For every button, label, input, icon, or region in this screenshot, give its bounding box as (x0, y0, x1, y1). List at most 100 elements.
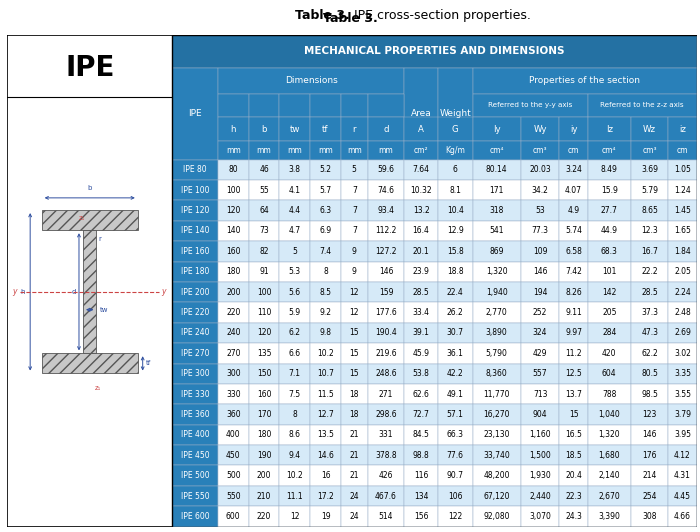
Text: 14.6: 14.6 (317, 451, 334, 460)
Bar (279, 241, 310, 262)
Bar (521, 282, 559, 302)
Bar (405, 302, 438, 323)
Bar (248, 117, 279, 141)
Text: 2,670: 2,670 (598, 492, 620, 501)
Text: 1.05: 1.05 (674, 165, 691, 174)
Text: 6.2: 6.2 (289, 328, 301, 337)
Bar (473, 302, 521, 323)
Bar (668, 506, 696, 527)
Text: 190.4: 190.4 (375, 328, 397, 337)
Text: 3.8: 3.8 (289, 165, 301, 174)
Text: IPE 550: IPE 550 (181, 492, 209, 501)
Text: tf: tf (322, 124, 329, 134)
Text: 23,130: 23,130 (484, 430, 510, 439)
Bar (438, 160, 472, 180)
Text: 514: 514 (379, 512, 393, 521)
Bar (172, 343, 218, 363)
Bar (341, 323, 368, 343)
Bar (248, 141, 279, 160)
Text: 10.7: 10.7 (317, 369, 334, 378)
Text: 156: 156 (414, 512, 428, 521)
Bar (559, 201, 587, 221)
Text: IPE 360: IPE 360 (181, 410, 209, 419)
Bar (341, 404, 368, 425)
Text: 12.5: 12.5 (565, 369, 582, 378)
Text: IPE: IPE (188, 109, 202, 118)
Bar (521, 404, 559, 425)
Bar (172, 180, 218, 201)
Text: 2,770: 2,770 (486, 308, 508, 317)
Text: 100: 100 (257, 288, 272, 297)
Text: 24.3: 24.3 (565, 512, 582, 521)
Text: 180: 180 (257, 430, 271, 439)
Text: 378.8: 378.8 (375, 451, 397, 460)
Bar (587, 160, 631, 180)
Bar (218, 445, 248, 466)
Text: 109: 109 (533, 247, 547, 256)
Bar (587, 384, 631, 404)
Bar (405, 445, 438, 466)
Text: 53: 53 (536, 206, 545, 215)
Text: 5,790: 5,790 (486, 349, 508, 358)
Text: 420: 420 (602, 349, 617, 358)
Bar (668, 221, 696, 241)
Bar (668, 201, 696, 221)
Text: 190: 190 (257, 451, 272, 460)
Bar (405, 486, 438, 506)
Bar (631, 506, 668, 527)
Text: 77.3: 77.3 (531, 227, 549, 236)
Text: 8.6: 8.6 (289, 430, 301, 439)
Bar (521, 343, 559, 363)
Text: 21: 21 (349, 471, 359, 480)
Bar (279, 282, 310, 302)
Bar (279, 262, 310, 282)
Bar (438, 343, 472, 363)
Text: A: A (418, 124, 424, 134)
Bar (310, 262, 341, 282)
Text: 318: 318 (489, 206, 504, 215)
Bar (559, 466, 587, 486)
Bar (172, 466, 218, 486)
Bar (310, 201, 341, 221)
Bar (587, 262, 631, 282)
Text: 7.4: 7.4 (319, 247, 332, 256)
Bar (172, 201, 218, 221)
Text: 2.24: 2.24 (674, 288, 691, 297)
Bar (631, 141, 668, 160)
Bar (341, 241, 368, 262)
Bar (559, 445, 587, 466)
Text: 98.8: 98.8 (413, 451, 430, 460)
Bar (438, 282, 472, 302)
Bar (310, 94, 341, 117)
Text: 1,040: 1,040 (598, 410, 620, 419)
Bar (341, 180, 368, 201)
Bar (341, 282, 368, 302)
Bar (587, 221, 631, 241)
Bar (405, 180, 438, 201)
Bar (473, 180, 521, 201)
Text: mm: mm (318, 146, 333, 155)
Text: d: d (384, 124, 388, 134)
Bar (279, 323, 310, 343)
Text: 46: 46 (259, 165, 269, 174)
Bar (218, 180, 248, 201)
Text: 904: 904 (533, 410, 547, 419)
Bar (248, 343, 279, 363)
Text: Kg/m: Kg/m (445, 146, 465, 155)
Bar (310, 404, 341, 425)
Bar (559, 486, 587, 506)
Bar (368, 302, 405, 323)
Text: y: y (161, 287, 165, 296)
Bar (587, 94, 696, 117)
Text: 4.4: 4.4 (288, 206, 301, 215)
Text: 4.9: 4.9 (568, 206, 580, 215)
Text: 604: 604 (602, 369, 617, 378)
Text: 150: 150 (257, 369, 272, 378)
Bar (521, 117, 559, 141)
Bar (668, 262, 696, 282)
Bar (668, 160, 696, 180)
Bar (559, 221, 587, 241)
Bar (473, 262, 521, 282)
Bar (668, 363, 696, 384)
Text: 248.6: 248.6 (375, 369, 397, 378)
